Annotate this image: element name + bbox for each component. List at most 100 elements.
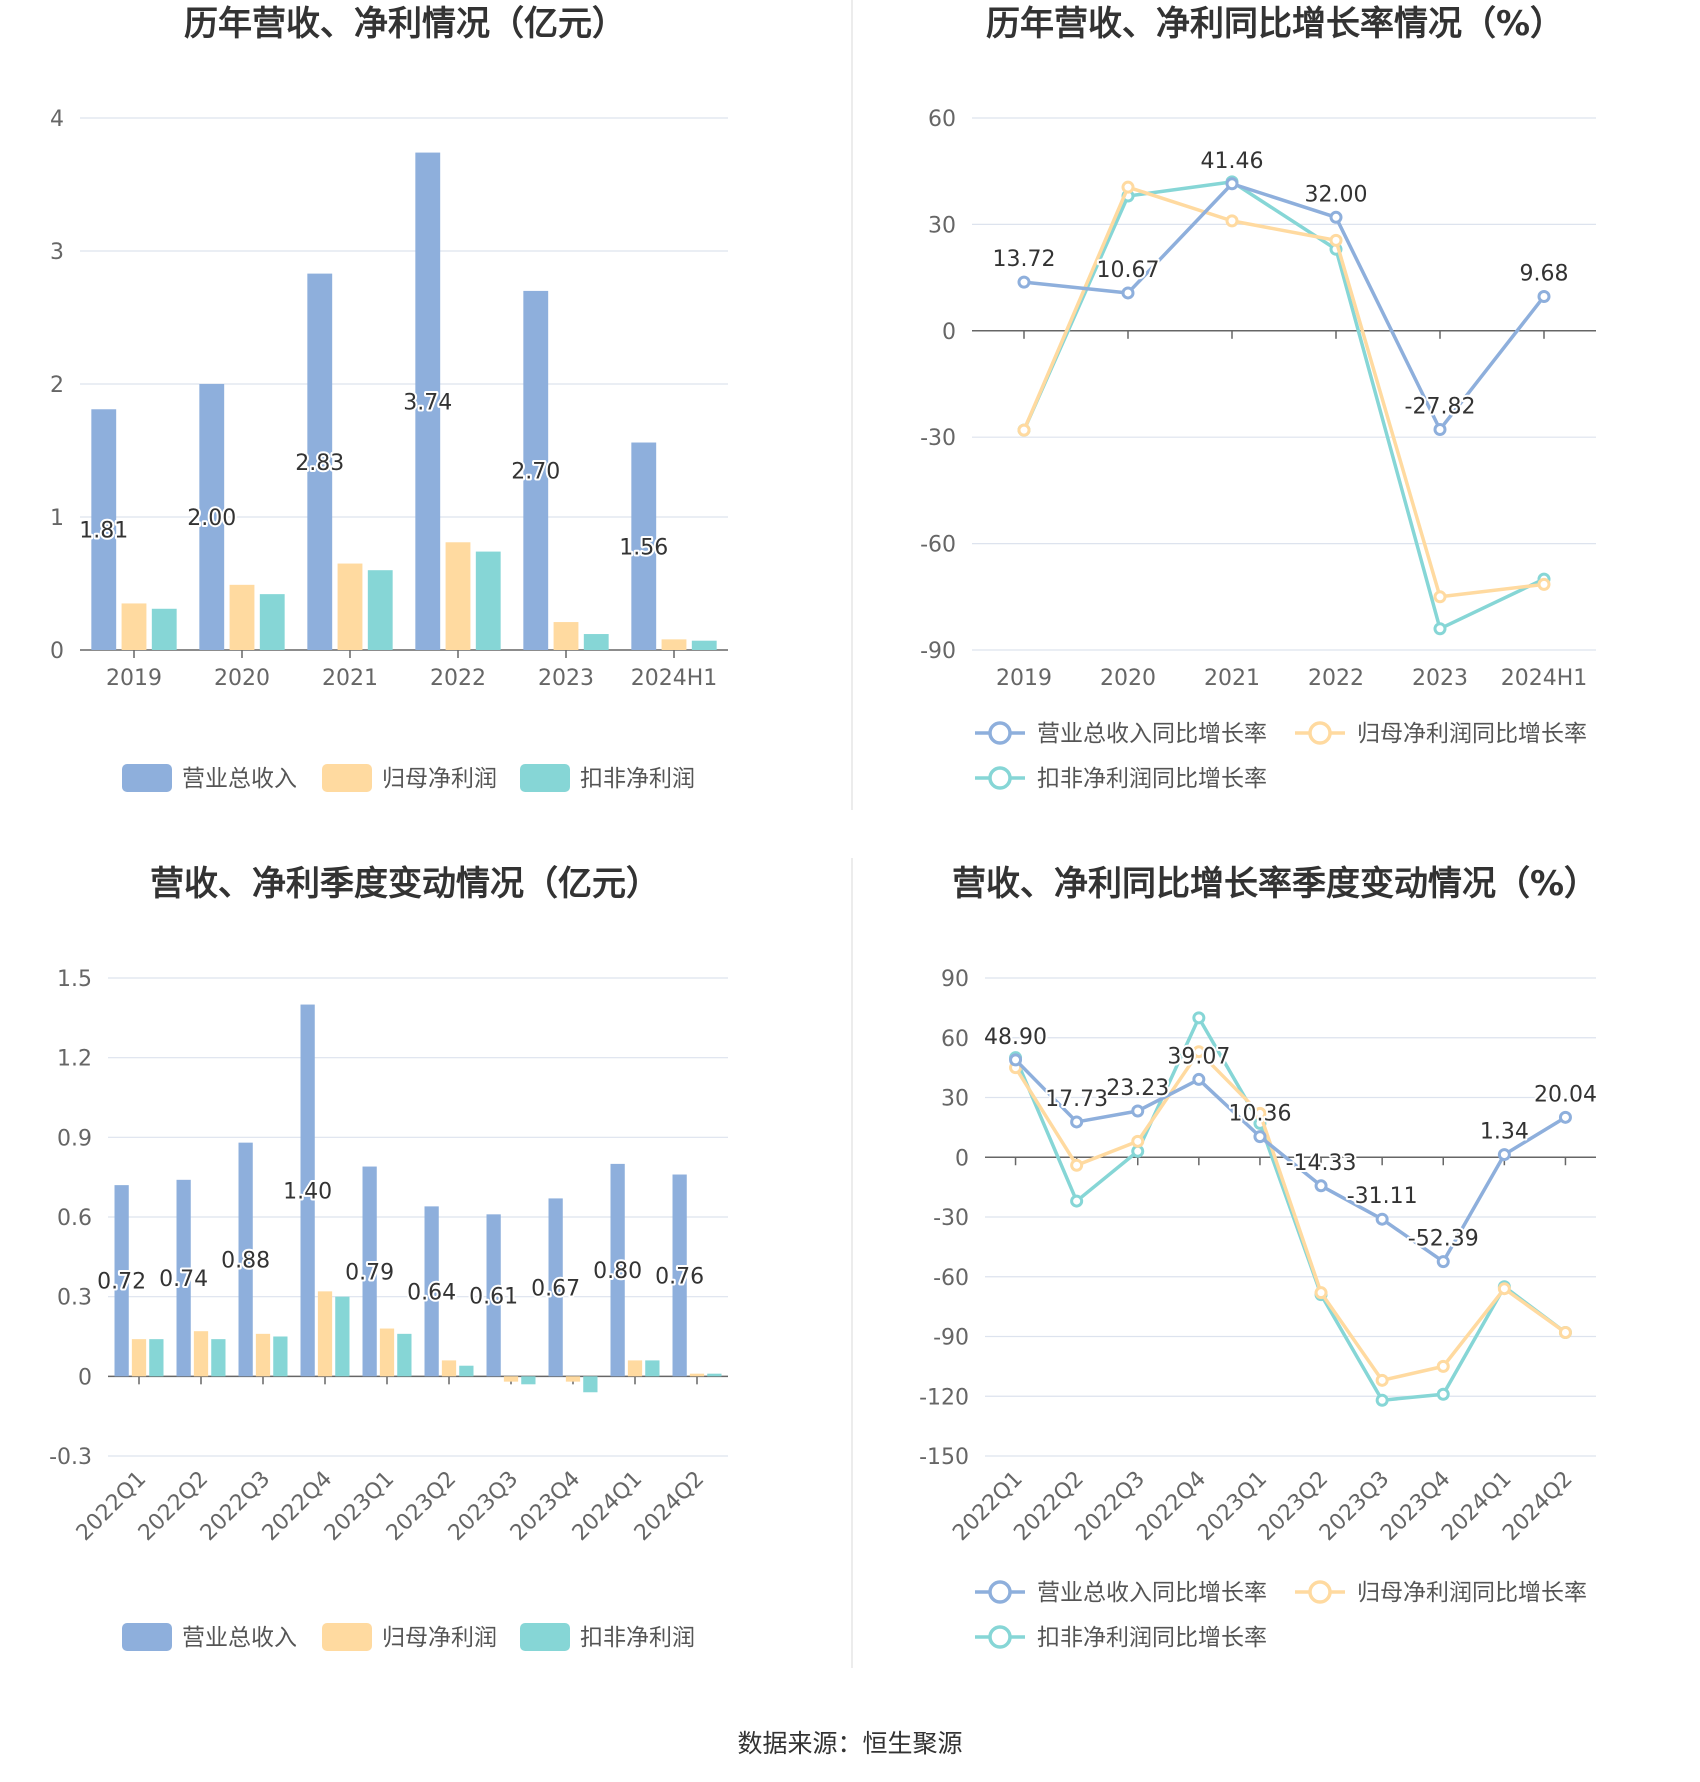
series-line: [1022, 180, 1545, 631]
legend-swatch[interactable]: [322, 764, 372, 792]
legend-label[interactable]: 扣非净利润: [580, 1625, 695, 1651]
bar: [211, 1339, 226, 1377]
series-line: [1013, 1016, 1567, 1402]
y-tick-label: 4: [50, 107, 64, 132]
data-label: 39.07: [1167, 1044, 1230, 1069]
bar: [121, 603, 147, 650]
y-tick-label: 0.3: [57, 1286, 92, 1311]
bar: [379, 1328, 395, 1377]
bar: [583, 634, 609, 650]
bar: [661, 639, 687, 650]
data-label: 2.00: [187, 506, 236, 531]
legend-swatch-marker[interactable]: [988, 766, 1012, 790]
bar: [445, 542, 471, 650]
legend-swatch-marker[interactable]: [1308, 721, 1332, 745]
bar: [176, 1179, 191, 1377]
legend-label[interactable]: 营业总收入同比增长率: [1037, 1580, 1267, 1606]
bar: [486, 1214, 501, 1377]
line-point: [1131, 1134, 1145, 1148]
line-point: [1329, 233, 1343, 247]
x-tick-label: 2022: [430, 666, 486, 691]
bar: [691, 640, 717, 650]
legend-label[interactable]: 营业总收入: [182, 1625, 297, 1651]
bar: [131, 1339, 147, 1377]
legend-swatch[interactable]: [520, 764, 570, 792]
data-label: 3.74: [403, 390, 452, 415]
y-tick-label: 1: [50, 506, 64, 531]
data-label: 41.46: [1201, 149, 1264, 174]
y-tick-label: 0: [50, 639, 64, 664]
y-tick-label: 1.5: [57, 967, 92, 992]
data-label: 0.74: [159, 1267, 208, 1292]
chart-annual-amount: 历年营收、净利情况（亿元） 0 1 2 3 4 2019 2020 2021 2022 2023 20…: [50, 4, 728, 792]
data-label: 10.36: [1228, 1102, 1291, 1127]
bar: [335, 1296, 350, 1377]
x-tick-label: 2021: [1204, 666, 1260, 691]
chart-title: 营收、净利季度变动情况（亿元）: [150, 864, 660, 904]
line-point: [1070, 1194, 1084, 1208]
line-point: [1253, 1106, 1267, 1120]
bar: [523, 290, 549, 650]
line-point: [1433, 590, 1447, 604]
line-point: [1070, 1158, 1084, 1172]
bar: [475, 551, 501, 650]
bar: [583, 1376, 598, 1393]
bar: [645, 1360, 660, 1377]
legend-swatch-marker[interactable]: [988, 1580, 1012, 1604]
bar: [229, 584, 255, 650]
legend-label[interactable]: 扣非净利润: [580, 766, 695, 792]
chart-title: 营收、净利同比增长率季度变动情况（%）: [952, 864, 1598, 904]
legend-label[interactable]: 归母净利润同比增长率: [1357, 721, 1587, 747]
line-point: [1225, 214, 1239, 228]
data-label: 9.68: [1520, 261, 1569, 286]
line-point: [1192, 1072, 1206, 1086]
bar: [255, 1333, 271, 1377]
legend-label[interactable]: 扣非净利润同比增长率: [1037, 1625, 1267, 1651]
data-label: 23.23: [1106, 1076, 1169, 1101]
line-point: [1009, 1053, 1023, 1067]
legend-label[interactable]: 营业总收入: [182, 766, 297, 792]
legend-swatch[interactable]: [322, 1623, 372, 1651]
line-point: [1558, 1110, 1572, 1124]
legend-swatch[interactable]: [520, 1623, 570, 1651]
legend-label[interactable]: 归母净利润: [382, 1625, 497, 1651]
line-point: [1070, 1115, 1084, 1129]
bar: [415, 152, 441, 650]
legend-swatch-marker[interactable]: [1308, 1580, 1332, 1604]
line-point: [1329, 210, 1343, 224]
x-tick-label: 2019: [996, 666, 1052, 691]
x-tick-label: 2022: [1308, 666, 1364, 691]
legend-label[interactable]: 营业总收入同比增长率: [1037, 721, 1267, 747]
data-label: 1.40: [283, 1179, 332, 1204]
series-line: [1014, 1049, 1567, 1383]
line-point: [1375, 1393, 1389, 1407]
line-point: [1375, 1212, 1389, 1226]
data-label: 0.80: [593, 1259, 642, 1284]
bar: [459, 1365, 474, 1377]
bar: [610, 1163, 625, 1377]
y-tick-label: -90: [920, 639, 956, 664]
data-label: 1.56: [619, 535, 668, 560]
y-tick-label: 30: [941, 1087, 969, 1112]
data-label: -27.82: [1405, 394, 1476, 419]
legend-swatch[interactable]: [122, 1623, 172, 1651]
data-label: 0.61: [469, 1284, 518, 1309]
legend-label[interactable]: 扣非净利润同比增长率: [1037, 766, 1267, 792]
bar: [259, 594, 285, 650]
bar: [273, 1336, 288, 1377]
bar: [553, 622, 579, 650]
legend-label[interactable]: 归母净利润: [382, 766, 497, 792]
data-label: 0.76: [655, 1264, 704, 1289]
legend-swatch-marker[interactable]: [988, 1625, 1012, 1649]
bar: [565, 1376, 581, 1382]
data-label: 1.81: [79, 519, 128, 544]
legend-swatch-marker[interactable]: [988, 721, 1012, 745]
line-point: [1017, 275, 1031, 289]
legend-label[interactable]: 归母净利润同比增长率: [1357, 1580, 1587, 1606]
bar: [441, 1360, 457, 1377]
y-tick-label: 2: [50, 373, 64, 398]
bar: [707, 1373, 722, 1377]
chart-quarter-amount: 营收、净利季度变动情况（亿元）-0.300.30.60.91.21.52022Q…: [49, 864, 728, 1651]
legend-swatch[interactable]: [122, 764, 172, 792]
